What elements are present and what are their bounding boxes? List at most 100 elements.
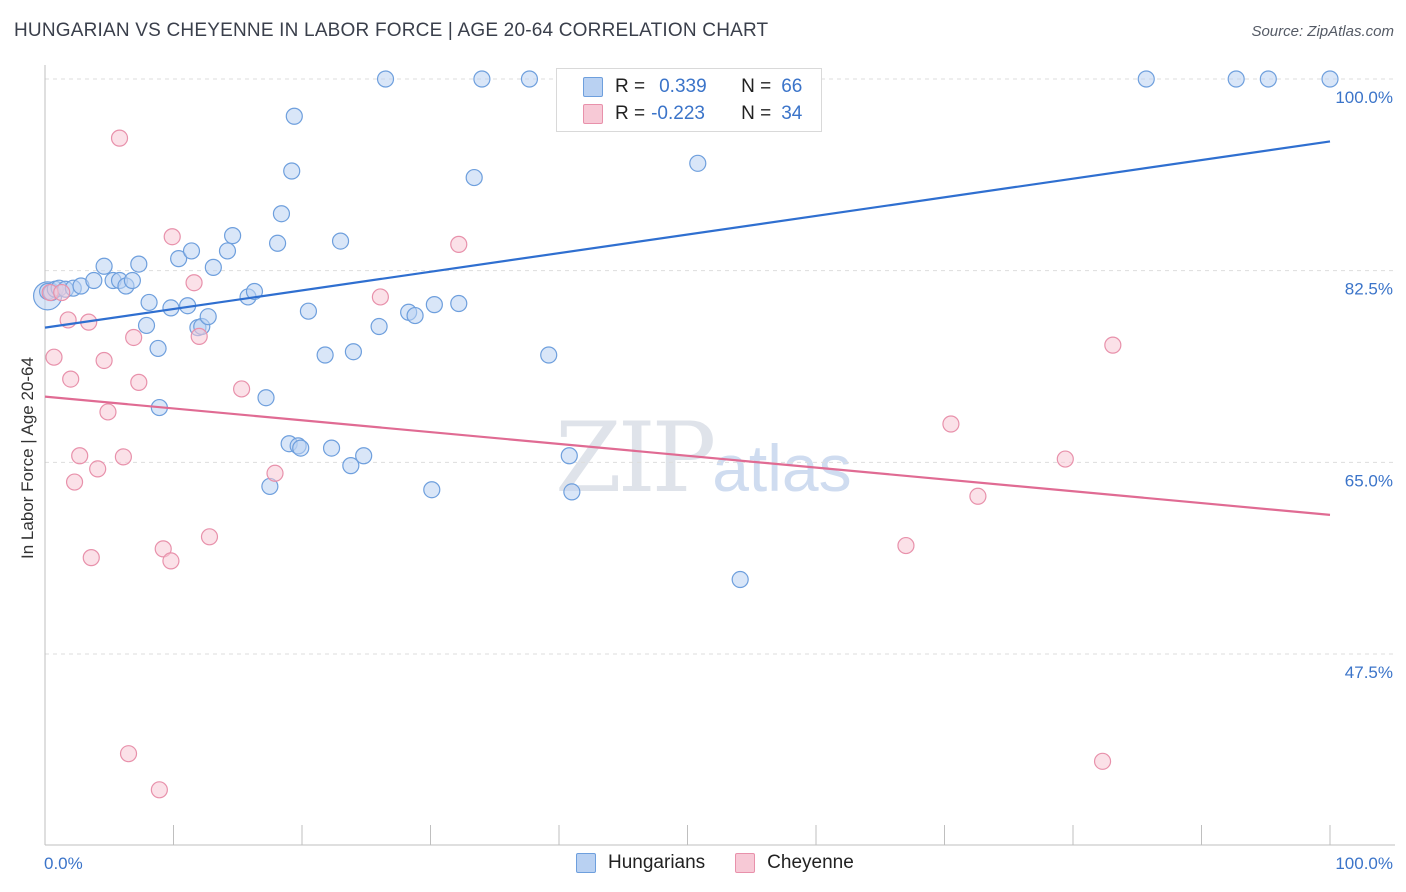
legend-n-label: N =: [741, 76, 772, 97]
cheyenne-point: [163, 228, 181, 246]
legend-r-value: -0.223: [651, 103, 705, 124]
y-tick-label: 47.5%: [1345, 663, 1393, 682]
hungarians-point: [85, 271, 103, 290]
hungarians-point: [257, 389, 275, 407]
cheyenne-point: [1104, 336, 1122, 354]
hungarians-point: [689, 154, 707, 172]
hungarians-point: [170, 250, 188, 268]
chart-title: HUNGARIAN VS CHEYENNE IN LABOR FORCE | A…: [14, 20, 769, 41]
legend-r-value: 0.339: [659, 76, 707, 97]
cheyenne-point: [200, 528, 219, 546]
hungarians-point: [563, 483, 581, 501]
hungarians-point: [450, 294, 468, 313]
hungarians-point: [1227, 70, 1245, 88]
hungarians-point: [1137, 70, 1155, 88]
hungarians-point: [1259, 70, 1277, 88]
hungarians-point: [140, 293, 158, 312]
cheyenne-point: [154, 540, 172, 558]
cheyenne-point: [162, 552, 180, 570]
hungarians-point: [370, 317, 388, 336]
hungarians-point: [355, 447, 373, 465]
cheyenne-point: [119, 745, 138, 763]
y-tick-label: 100.0%: [1335, 88, 1393, 107]
x-tick-label: 100.0%: [1335, 854, 1393, 873]
cheyenne-point: [150, 781, 168, 799]
hungarians-point: [1321, 70, 1339, 88]
hungarians-point: [520, 70, 539, 88]
hungarians-point: [130, 255, 148, 273]
axes: [44, 65, 1395, 846]
cheyenne-point: [89, 460, 107, 478]
series-legend: Hungarians Cheyenne: [576, 852, 884, 874]
legend-n-label: N =: [741, 103, 772, 124]
legend-r-label: R =: [615, 103, 646, 124]
cheyenne-point: [62, 370, 80, 388]
cheyenne-point: [897, 536, 915, 555]
cheyenne-point: [190, 327, 208, 345]
cheyenne-point: [371, 288, 389, 306]
hungarians-point: [182, 242, 201, 260]
legend-row-cheyenne: R = -0.223 N = 34: [583, 102, 802, 126]
cheyenne-point: [95, 351, 113, 370]
cheyenne-trend-line: [44, 395, 1331, 517]
legend-label-cheyenne: Cheyenne: [767, 852, 854, 873]
hungarians-point: [272, 205, 291, 223]
y-tick-label: 65.0%: [1345, 471, 1393, 490]
cheyenne-point: [450, 235, 468, 253]
hungarians-point: [245, 282, 264, 301]
cheyenne-point: [1056, 450, 1074, 468]
hungarians-point: [465, 168, 483, 187]
hungarians-point: [299, 302, 318, 320]
cheyenne-point: [110, 129, 129, 147]
hungarians-point: [342, 457, 360, 475]
hungarians-point: [204, 258, 222, 276]
legend-n-value: 66: [781, 76, 803, 97]
y-tick-label: 82.5%: [1345, 280, 1393, 299]
cheyenne-point: [82, 549, 100, 567]
tick-labels: 100.0% 82.5% 65.0% 47.5% 0.0% 100.0%: [44, 88, 1393, 873]
hungarians-point: [149, 339, 167, 358]
trend-lines: [44, 140, 1331, 517]
cheyenne-point: [71, 447, 89, 465]
cheyenne-point: [114, 448, 132, 466]
cheyenne-point: [1093, 752, 1112, 770]
x-tick-label: 0.0%: [44, 854, 83, 873]
stats-legend: R = 0.339 N = 66 R = -0.223 N = 34: [556, 68, 822, 132]
hungarians-point: [199, 308, 217, 326]
cheyenne-point: [65, 473, 84, 491]
legend-row-hungarians: R = 0.339 N = 66: [583, 75, 802, 99]
hungarians-point: [331, 232, 350, 250]
hungarians-point: [540, 346, 558, 364]
hungarians-point: [423, 481, 441, 499]
legend-swatch-pink: [735, 853, 756, 873]
watermark-zip: ZIP: [555, 402, 716, 514]
hungarians-point: [137, 316, 156, 335]
hungarians-point: [425, 296, 443, 314]
hungarians-point: [316, 346, 334, 364]
legend-n-value: 34: [781, 103, 803, 124]
hungarians-point: [322, 439, 341, 457]
cheyenne-point: [53, 283, 71, 302]
hungarians-point: [283, 162, 301, 180]
hungarians-trend-line: [44, 140, 1331, 329]
cheyenne-point: [185, 274, 203, 292]
legend-r-label: R =: [615, 76, 646, 97]
cheyenne-point: [969, 487, 987, 505]
hungarians-point: [406, 306, 424, 325]
hungarians-point: [292, 439, 310, 457]
hungarians-point: [285, 107, 303, 125]
legend-swatch-blue: [583, 77, 603, 97]
cheyenne-point: [942, 415, 960, 433]
hungarians-point: [218, 242, 237, 260]
legend-swatch-pink: [583, 104, 603, 124]
cheyenne-point: [266, 464, 284, 482]
gridlines: [45, 78, 1395, 655]
cheyenne-point: [233, 380, 251, 398]
legend-label-hungarians: Hungarians: [608, 852, 706, 873]
hungarians-point: [123, 271, 141, 290]
cheyenne-point: [99, 403, 117, 421]
cheyenne-points: [41, 129, 1122, 799]
hungarians-point: [731, 570, 749, 589]
hungarians-point: [95, 257, 113, 275]
